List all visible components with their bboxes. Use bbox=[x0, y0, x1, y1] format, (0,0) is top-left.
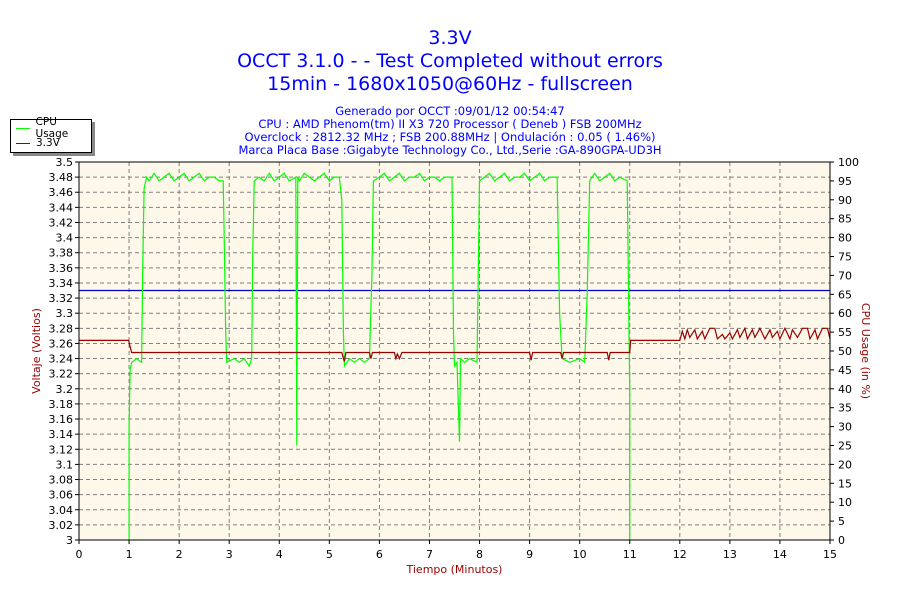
x-axis-label: Tiempo (Minutos) bbox=[406, 563, 503, 576]
y-tick-label: 3.38 bbox=[49, 247, 74, 260]
x-tick-label: 14 bbox=[773, 548, 787, 561]
y-tick-label: 3.32 bbox=[49, 292, 74, 305]
y2-tick-label: 35 bbox=[838, 402, 852, 415]
series-line-3v3 bbox=[79, 326, 831, 362]
legend-item-3v3: 3.3V bbox=[16, 136, 60, 150]
x-tick-label: 4 bbox=[276, 548, 283, 561]
y2-tick-label: 40 bbox=[838, 383, 852, 396]
y-tick-label: 3.26 bbox=[49, 337, 74, 350]
y-tick-label: 3.16 bbox=[49, 413, 74, 426]
motherboard-info: Marca Placa Base :Gigabyte Technology Co… bbox=[238, 143, 662, 157]
x-tick-label: 12 bbox=[673, 548, 687, 561]
y2-tick-label: 70 bbox=[838, 269, 852, 282]
x-tick-label: 0 bbox=[76, 548, 83, 561]
legend-swatch bbox=[16, 142, 30, 144]
y-tick-label: 3.08 bbox=[49, 474, 74, 487]
y2-tick-label: 10 bbox=[838, 496, 852, 509]
y2-tick-label: 75 bbox=[838, 251, 852, 264]
y-tick-label: 3.5 bbox=[56, 156, 74, 169]
y-tick-label: 3.36 bbox=[49, 262, 74, 275]
y-tick-label: 3.3 bbox=[56, 307, 74, 320]
y2-tick-label: 65 bbox=[838, 288, 852, 301]
y-tick-label: 3.06 bbox=[49, 489, 74, 502]
y2-tick-label: 100 bbox=[838, 156, 859, 169]
chart-subtitle: OCCT 3.1.0 - - Test Completed without er… bbox=[237, 50, 663, 72]
y2-tick-label: 50 bbox=[838, 345, 852, 358]
y-tick-label: 3.34 bbox=[49, 277, 74, 290]
x-tick-label: 15 bbox=[823, 548, 837, 561]
x-tick-label: 11 bbox=[623, 548, 637, 561]
y2-tick-label: 45 bbox=[838, 364, 852, 377]
y2-tick-label: 90 bbox=[838, 194, 852, 207]
y-tick-label: 3.4 bbox=[56, 232, 74, 245]
legend-item-cpu-usage: CPU Usage bbox=[16, 116, 91, 140]
overclock-info: Overclock : 2812.32 MHz ; FSB 200.88MHz … bbox=[244, 130, 656, 144]
chart-title: 3.3V bbox=[428, 27, 472, 49]
x-tick-label: 2 bbox=[176, 548, 183, 561]
x-tick-label: 5 bbox=[326, 548, 333, 561]
y2-tick-label: 25 bbox=[838, 440, 852, 453]
y-tick-label: 3.24 bbox=[49, 353, 74, 366]
legend: CPU Usage 3.3V bbox=[10, 116, 92, 153]
x-tick-label: 3 bbox=[226, 548, 233, 561]
y-tick-label: 3.14 bbox=[49, 428, 74, 441]
x-tick-label: 9 bbox=[526, 548, 533, 561]
y-tick-label: 3.02 bbox=[49, 519, 74, 532]
y-axis-label: Voltaje (Voltios) bbox=[30, 308, 43, 394]
y2-tick-label: 95 bbox=[838, 175, 852, 188]
plot-border bbox=[78, 161, 831, 541]
x-tick-label: 1 bbox=[126, 548, 133, 561]
y-tick-label: 3.46 bbox=[49, 186, 74, 199]
y-tick-label: 3.48 bbox=[49, 171, 74, 184]
y2-tick-label: 15 bbox=[838, 477, 852, 490]
x-tick-label: 10 bbox=[573, 548, 587, 561]
y2-axis-label: CPU Usage (in %) bbox=[859, 303, 872, 399]
x-tick-label: 7 bbox=[426, 548, 433, 561]
x-tick-label: 13 bbox=[723, 548, 737, 561]
y-tick-label: 3.04 bbox=[49, 504, 74, 517]
y2-tick-label: 30 bbox=[838, 421, 852, 434]
x-tick-label: 8 bbox=[476, 548, 483, 561]
y2-tick-label: 20 bbox=[838, 458, 852, 471]
y-tick-label: 3.22 bbox=[49, 368, 74, 381]
legend-label: CPU Usage bbox=[35, 116, 69, 140]
cpu-info: CPU : AMD Phenom(tm) II X3 720 Processor… bbox=[258, 117, 642, 131]
y-tick-label: 3.2 bbox=[56, 383, 74, 396]
y-tick-label: 3.44 bbox=[49, 201, 74, 214]
generated-info: Generado por OCCT :09/01/12 00:54:47 bbox=[335, 104, 565, 118]
series-line-cpu-usage bbox=[128, 172, 631, 540]
y-tick-label: 3.28 bbox=[49, 322, 74, 335]
y2-tick-label: 0 bbox=[838, 534, 845, 547]
x-tick-label: 6 bbox=[376, 548, 383, 561]
chart-subtitle-2: 15min - 1680x1050@60Hz - fullscreen bbox=[267, 73, 633, 95]
y-tick-label: 3 bbox=[66, 534, 73, 547]
y-tick-label: 3.18 bbox=[49, 398, 74, 411]
y2-tick-label: 55 bbox=[838, 326, 852, 339]
y2-tick-label: 60 bbox=[838, 307, 852, 320]
y-tick-label: 3.12 bbox=[49, 443, 74, 456]
y-tick-label: 3.1 bbox=[56, 458, 74, 471]
y-tick-label: 3.42 bbox=[49, 216, 74, 229]
legend-swatch bbox=[16, 127, 30, 129]
y2-tick-label: 80 bbox=[838, 232, 852, 245]
legend-label: 3.3V bbox=[36, 137, 60, 149]
y2-tick-label: 5 bbox=[838, 515, 845, 528]
y2-tick-label: 85 bbox=[838, 213, 852, 226]
